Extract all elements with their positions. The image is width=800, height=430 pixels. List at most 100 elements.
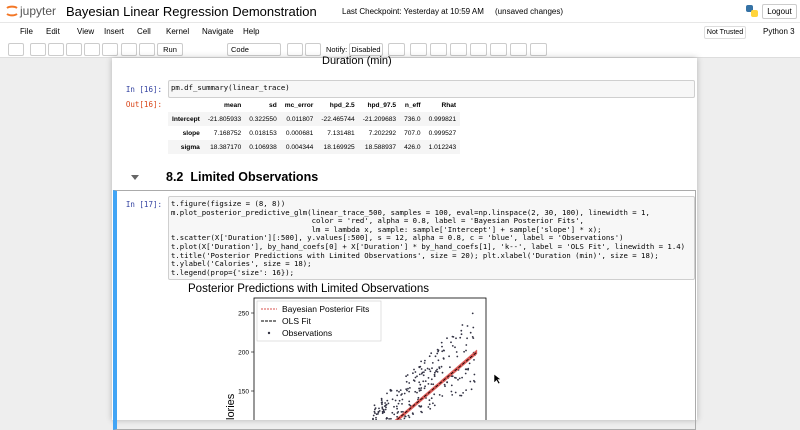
code-cell[interactable]: t.figure(figsize = (8, 8))m.plot_posteri… — [168, 196, 695, 280]
cell-type-select[interactable]: Code — [227, 43, 281, 56]
scatter-point — [459, 337, 461, 339]
toolbar-button[interactable] — [410, 43, 427, 56]
scatter-point — [420, 361, 422, 363]
scatter-point — [463, 351, 465, 353]
plot-title: Posterior Predictions with Limited Obser… — [188, 283, 429, 295]
menu-item[interactable]: Insert — [104, 27, 124, 36]
scatter-point — [396, 408, 398, 410]
menu-item[interactable]: File — [20, 27, 33, 36]
legend-label: OLS Fit — [282, 316, 311, 326]
table-cell: 18.387170 — [204, 140, 245, 154]
logout-button[interactable]: Logout — [762, 4, 797, 19]
toolbar-button[interactable] — [430, 43, 447, 56]
toolbar-button[interactable] — [490, 43, 507, 56]
trusted-indicator[interactable]: Not Trusted — [704, 26, 746, 39]
scatter-point — [420, 387, 422, 389]
table-cell: 0.004344 — [281, 140, 318, 154]
menu-item[interactable]: Help — [243, 27, 259, 36]
scatter-point — [446, 381, 448, 383]
table-cell: 0.011807 — [281, 112, 318, 126]
toolbar-button[interactable] — [530, 43, 547, 56]
table-cell: 0.999821 — [425, 112, 461, 126]
scatter-point — [425, 380, 427, 382]
toolbar-button[interactable] — [510, 43, 527, 56]
scatter-point — [401, 393, 403, 395]
scatter-point — [431, 383, 433, 385]
scatter-point — [451, 391, 453, 393]
scatter-point — [437, 371, 439, 373]
code-cell[interactable]: pm.df_summary(linear_trace) — [168, 80, 695, 98]
scatter-point — [470, 332, 472, 334]
scatter-point — [429, 399, 431, 401]
menu-item[interactable]: Cell — [137, 27, 151, 36]
scatter-point — [429, 408, 431, 410]
column-header: hpd_2.5 — [317, 98, 358, 112]
scatter-point — [428, 383, 430, 385]
toolbar-button[interactable] — [30, 43, 46, 56]
scatter-point — [406, 381, 408, 383]
scatter-point — [423, 371, 425, 373]
toolbar-button[interactable] — [450, 43, 467, 56]
scatter-point — [374, 411, 376, 413]
scatter-point — [460, 330, 462, 332]
scatter-point — [397, 411, 399, 413]
scatter-point — [432, 362, 434, 364]
scatter-point — [404, 417, 406, 419]
scatter-point — [398, 403, 400, 405]
toolbar-button[interactable] — [66, 43, 82, 56]
code-line: t.legend(prop={'size': 16}); — [171, 269, 692, 278]
toolbar-button[interactable] — [139, 43, 155, 56]
table-cell: -21.209683 — [359, 112, 400, 126]
scatter-point — [424, 369, 426, 371]
collapse-arrow[interactable] — [130, 174, 140, 182]
menu-item[interactable]: View — [77, 27, 94, 36]
toolbar-button[interactable] — [470, 43, 487, 56]
notebook-title[interactable]: Bayesian Linear Regression Demonstration — [66, 4, 317, 19]
table-cell: 7.168752 — [204, 126, 245, 140]
table-cell: -22.465744 — [317, 112, 358, 126]
toolbar-button[interactable] — [305, 43, 321, 56]
scatter-point — [405, 375, 407, 377]
menu-item[interactable]: Navigate — [202, 27, 234, 36]
scatter-point — [416, 375, 418, 377]
scatter-point — [386, 400, 388, 402]
toolbar-button[interactable] — [8, 43, 24, 56]
scatter-point — [424, 387, 426, 389]
scatter-point — [390, 389, 392, 391]
scatter-point — [451, 385, 453, 387]
row-header: slope — [168, 126, 204, 140]
table-cell: -21.805933 — [204, 112, 245, 126]
scatter-point — [434, 405, 436, 407]
scatter-point — [405, 416, 407, 418]
scatter-point — [396, 395, 398, 397]
scatter-point — [386, 393, 388, 395]
toolbar-button[interactable] — [84, 43, 100, 56]
scatter-point — [424, 360, 426, 362]
scatter-point — [378, 411, 380, 413]
header: jupyter Bayesian Linear Regression Demon… — [0, 0, 800, 23]
scatter-point — [459, 378, 461, 380]
scatter-point — [457, 379, 459, 381]
menu-item[interactable]: Kernel — [166, 27, 189, 36]
scatter-point — [467, 325, 469, 327]
scatter-point — [443, 350, 445, 352]
scatter-point — [396, 390, 398, 392]
toolbar-button[interactable] — [102, 43, 118, 56]
y-axis-label: lories — [225, 393, 237, 420]
scatter-point — [431, 378, 433, 380]
toolbar-button[interactable] — [287, 43, 303, 56]
scatter-point — [436, 369, 438, 371]
scatter-point — [414, 391, 416, 393]
run-button[interactable]: Run — [157, 43, 183, 56]
menu-item[interactable]: Edit — [46, 27, 60, 36]
scatter-point — [474, 374, 476, 376]
scatter-point — [466, 337, 468, 339]
scatter-point — [408, 391, 410, 393]
column-header: hpd_97.5 — [359, 98, 400, 112]
toolbar-button[interactable] — [48, 43, 64, 56]
scatter-point — [428, 406, 430, 408]
scatter-point — [429, 368, 431, 370]
toolbar-button[interactable] — [121, 43, 137, 56]
